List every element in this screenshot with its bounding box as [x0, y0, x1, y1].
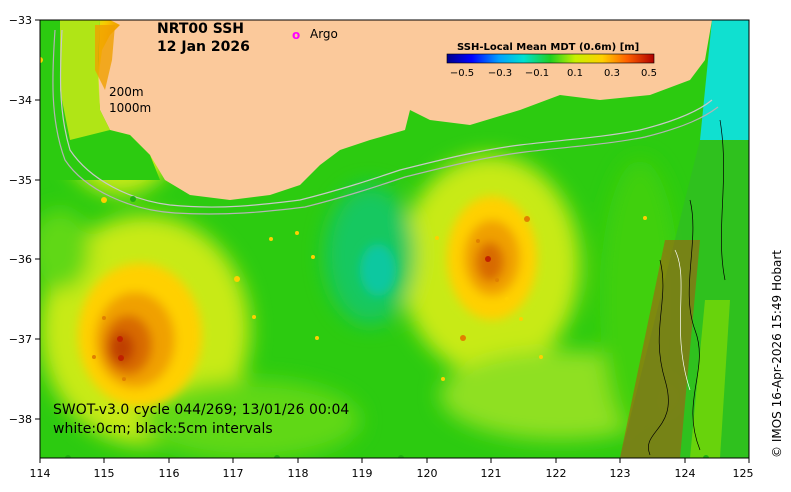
- y-tick-label: −36: [9, 253, 32, 266]
- colorbar-tick: −0.1: [525, 68, 549, 79]
- plot-frame: [39, 19, 750, 459]
- colorbar-tick: 0.5: [641, 68, 657, 79]
- y-tick-label: −34: [9, 94, 32, 107]
- x-tick-label: 115: [94, 467, 115, 480]
- imos-credit: © IMOS 16-Apr-2026 15:49 Hobart: [770, 250, 784, 458]
- axis-ticks: [35, 19, 750, 463]
- ssh-field: [40, 20, 749, 458]
- x-tick-label: 124: [675, 467, 696, 480]
- x-tick-label: 120: [417, 467, 438, 480]
- x-tick-label: 121: [481, 467, 502, 480]
- colorbar-scale: [446, 53, 655, 64]
- contour-label-200m: 200m: [109, 85, 144, 99]
- y-tick-label: −37: [9, 333, 32, 346]
- y-tick-label: −35: [9, 174, 32, 187]
- y-tick-label: −38: [9, 413, 32, 426]
- x-tick-label: 116: [159, 467, 180, 480]
- y-tick-label: −33: [9, 14, 32, 27]
- contour-label-1000m: 1000m: [109, 101, 151, 115]
- swot-swath: [620, 20, 749, 458]
- data-points: [40, 57, 709, 458]
- colorbar-tick: −0.5: [450, 68, 474, 79]
- colorbar-title: SSH-Local Mean MDT (0.6m) [m]: [457, 42, 639, 53]
- colorbar-tick: 0.1: [567, 68, 583, 79]
- x-tick-label: 119: [352, 467, 373, 480]
- argo-legend-label: Argo: [310, 27, 338, 41]
- argo-legend-marker: o: [292, 28, 300, 42]
- map-date: 12 Jan 2026: [157, 39, 250, 55]
- isobath-1000m: [52, 29, 719, 215]
- colorbar-tick: −0.3: [488, 68, 512, 79]
- isobath-200m: [59, 29, 713, 208]
- contour-interval-note: white:0cm; black:5cm intervals: [53, 421, 273, 437]
- x-tick-label: 117: [223, 467, 244, 480]
- x-tick-label: 123: [610, 467, 631, 480]
- land-mass: [40, 20, 749, 200]
- swot-annotation: SWOT-v3.0 cycle 044/269; 13/01/26 00:04: [53, 402, 349, 418]
- x-tick-label: 125: [733, 467, 754, 480]
- colorbar-tick: 0.3: [604, 68, 620, 79]
- x-tick-label: 122: [546, 467, 567, 480]
- x-tick-label: 118: [288, 467, 309, 480]
- x-tick-label: 114: [30, 467, 51, 480]
- colorbar: SSH-Local Mean MDT (0.6m) [m] −0.5 −0.3 …: [446, 42, 657, 79]
- map-title: NRT00 SSH: [157, 21, 244, 37]
